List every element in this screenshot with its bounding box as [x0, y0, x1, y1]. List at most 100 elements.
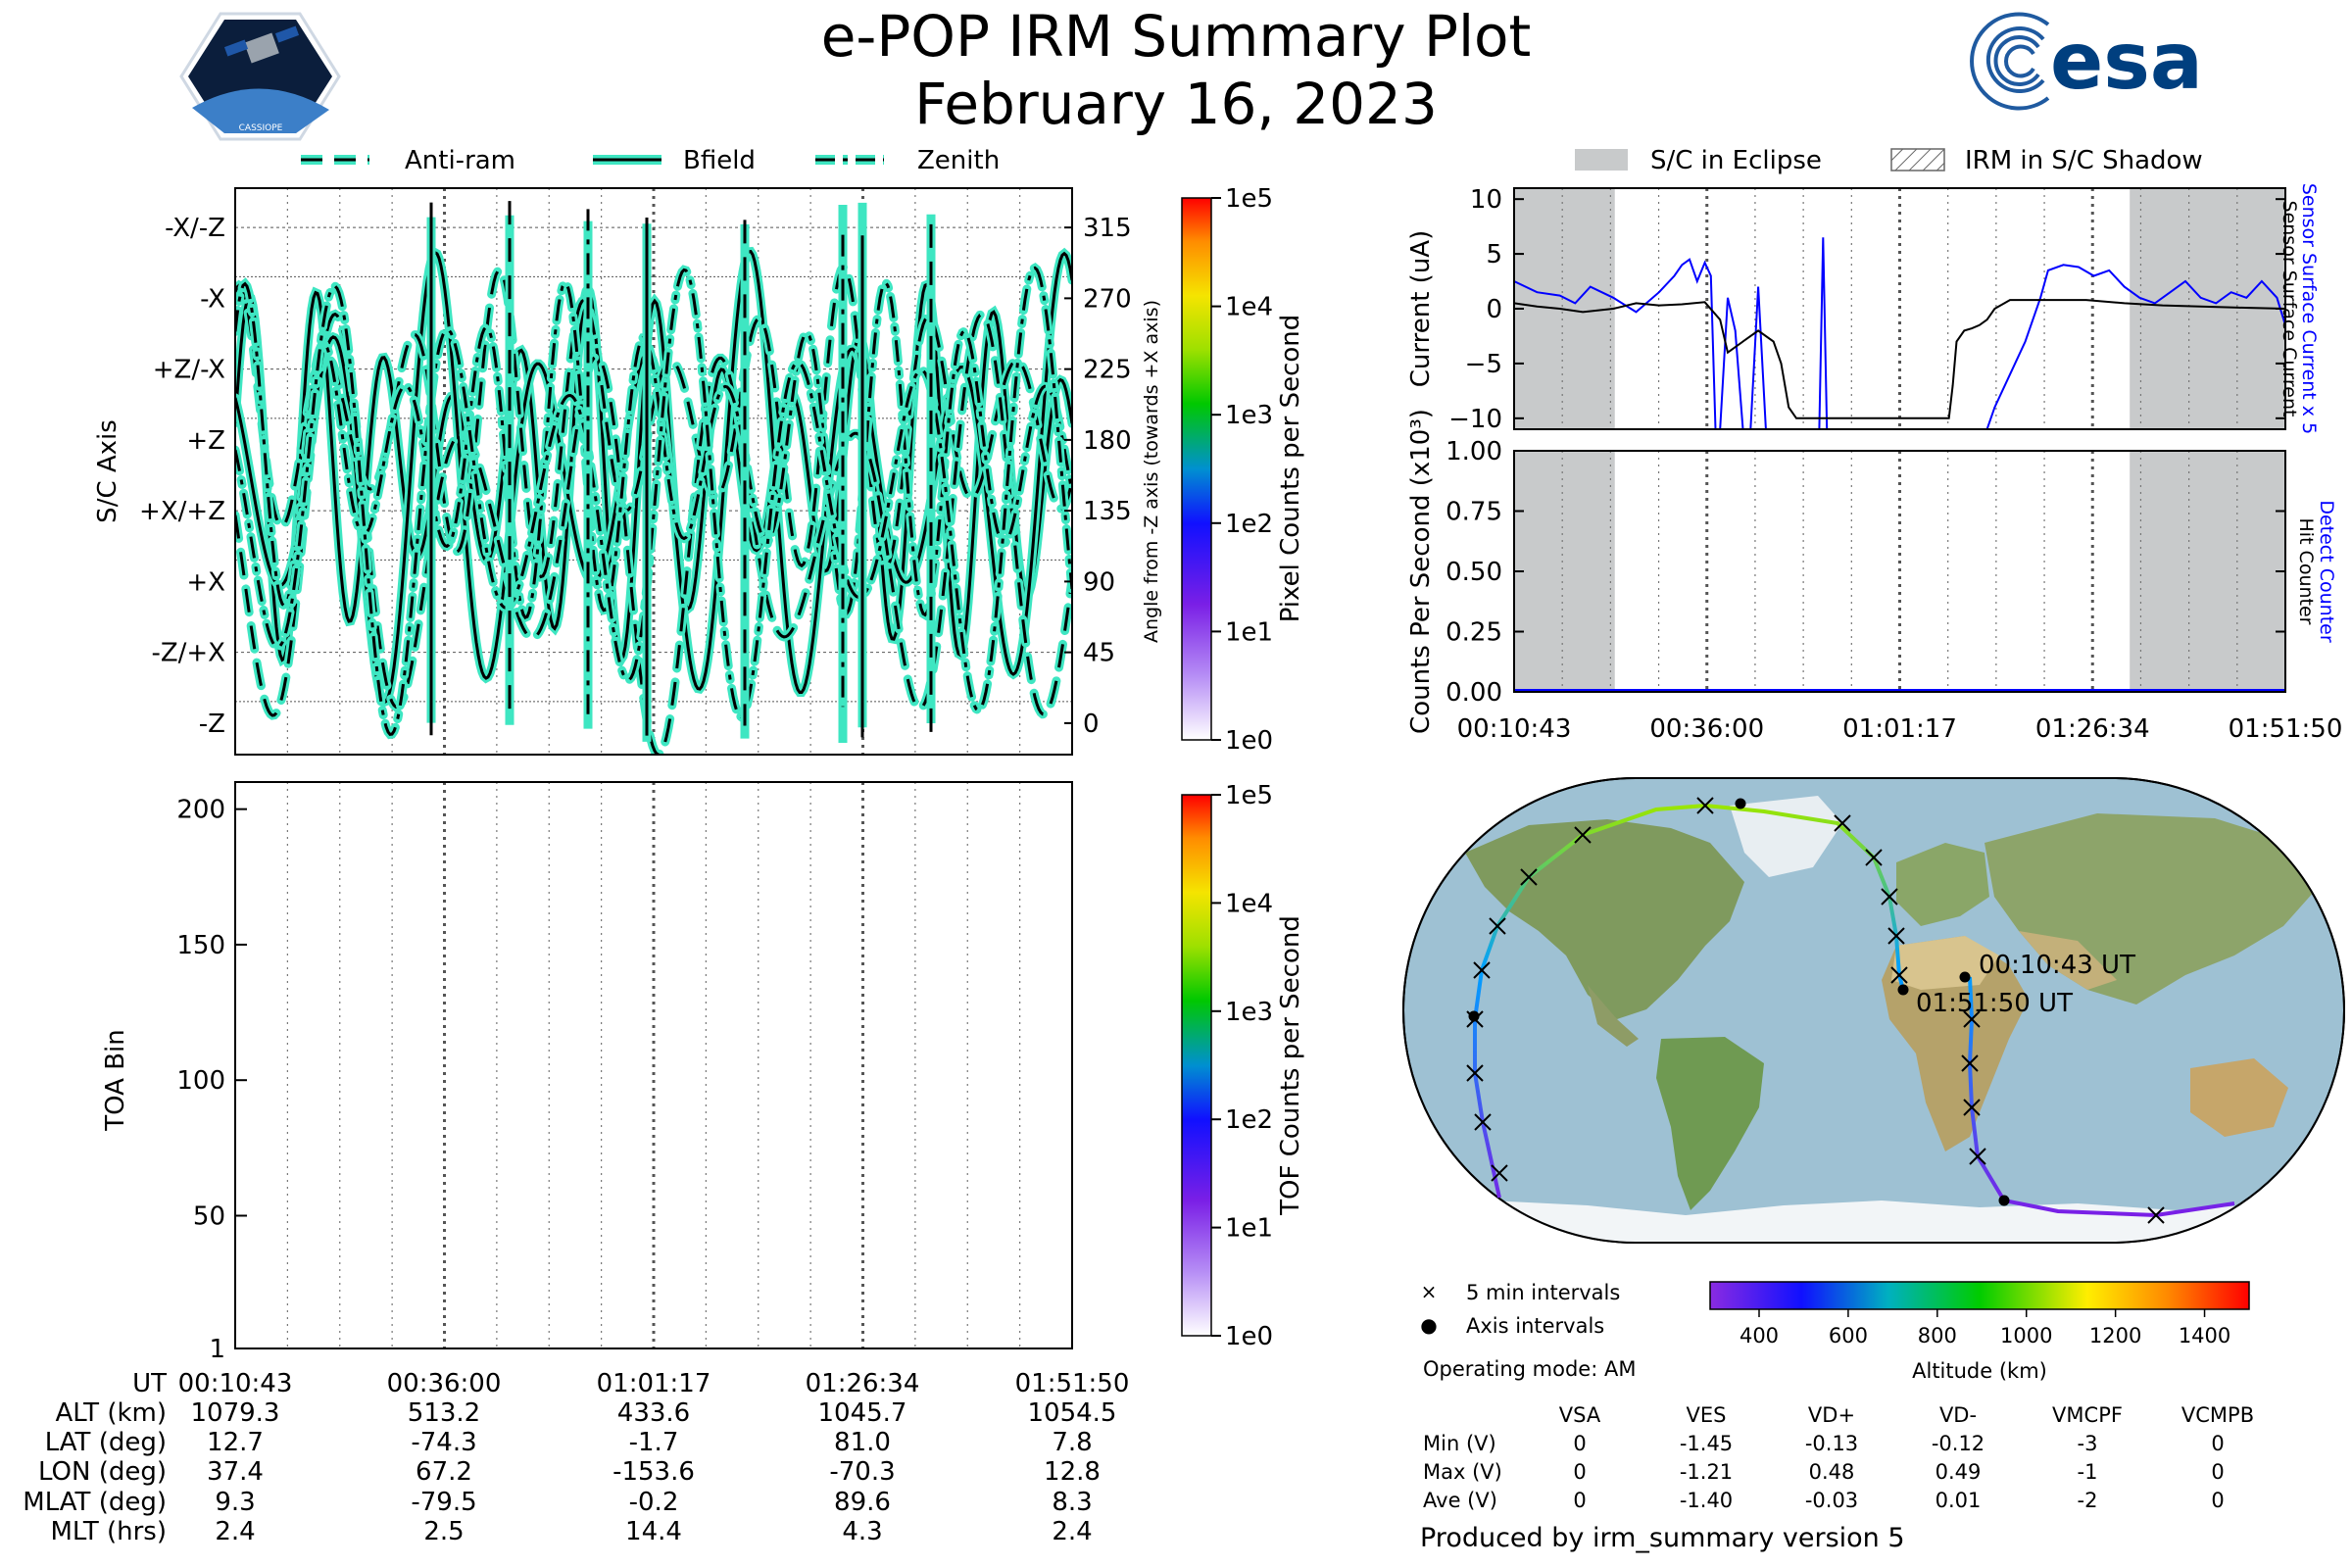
- sc-axis-angle-tick: 90: [1083, 567, 1115, 597]
- toa-ytick-labels: 200 150 100 50 1: [176, 796, 247, 1364]
- sc-axis-ytick-label: -X: [200, 284, 225, 314]
- toa-ytick-label: 1: [209, 1335, 225, 1364]
- five-min-marker: [1834, 814, 1851, 832]
- altitude-tick-label: 400: [1740, 1324, 1779, 1348]
- five-min-marker: [1574, 826, 1592, 844]
- time-cell: 513.2: [408, 1398, 480, 1428]
- voltage-cell: -2: [2078, 1489, 2098, 1512]
- voltage-cell: 0: [2211, 1460, 2224, 1484]
- five-min-marker: [1491, 1164, 1508, 1182]
- five-min-marker: [1473, 961, 1491, 979]
- sc-axis-ytick-label: -Z/+X: [151, 639, 225, 668]
- voltage-cell: 0: [1573, 1460, 1586, 1484]
- counts-ytick-labels: 1.00 0.75 0.50 0.25 0.00: [1446, 437, 2285, 708]
- time-cell: 2.4: [1052, 1517, 1092, 1546]
- colorbar-tick-label: 1e2: [1225, 1105, 1273, 1135]
- time-cell: 81.0: [834, 1428, 891, 1457]
- axis-interval-marker: [1468, 1010, 1480, 1022]
- voltage-cell: 0: [1573, 1432, 1586, 1455]
- tof-colorbar-ticks: 1e5 1e4 1e3 1e2 1e1 1e0: [1211, 781, 1273, 1351]
- legend-eclipse-label: S/C in Eclipse: [1650, 146, 1822, 175]
- toa-ytick-label: 100: [176, 1066, 225, 1096]
- five-min-marker: [1466, 1064, 1484, 1082]
- sc-axis-panel: Anti-ram Bfield Zenith -X/-Z -X +Z/-X +Z +X/…: [93, 146, 1305, 756]
- colorbar-tick-label: 1e0: [1225, 1322, 1273, 1351]
- colorbar-tick-label: 1e4: [1225, 293, 1273, 322]
- time-row-label: MLAT (deg): [23, 1488, 167, 1517]
- tof-colorbar-label: TOF Counts per Second: [1276, 915, 1305, 1216]
- time-cell: -74.3: [411, 1428, 476, 1457]
- legend-bfield-label: Bfield: [683, 146, 756, 175]
- axis-interval-marker: [1897, 984, 1909, 996]
- trace-zenith: [235, 280, 1072, 619]
- five-min-marker: [1887, 927, 1905, 945]
- current-eclipse-shading: [1514, 188, 2285, 429]
- altitude-tick-label: 1000: [2000, 1324, 2052, 1348]
- esa-logo: esa: [1970, 12, 2203, 111]
- five-min-marker: [1489, 917, 1506, 935]
- voltage-cell: -1.40: [1680, 1489, 1733, 1512]
- ytick-label: −10: [1448, 405, 1502, 434]
- time-cell: 2.4: [215, 1517, 255, 1546]
- colorbar-tick-label: 1e3: [1225, 998, 1273, 1027]
- header: CASSIOPE e-POP IRM Summary Plot February…: [179, 3, 2203, 141]
- legend-zenith: Zenith: [815, 146, 1000, 175]
- time-cell: 14.4: [625, 1517, 682, 1546]
- toa-ylabel: TOA Bin: [101, 1029, 130, 1131]
- voltage-cell: 0: [2211, 1489, 2224, 1512]
- altitude-colorbar: 400 600 800 1000 1200 1400 Altitude (km): [1709, 1281, 2250, 1383]
- orbit-map: 00:10:43 UT 01:51:50 UT: [1402, 777, 2345, 1244]
- time-cell: 12.8: [1044, 1457, 1101, 1487]
- axis-interval-marker: [1735, 798, 1746, 809]
- altitude-colorbar-label: Altitude (km): [1912, 1359, 2047, 1383]
- current-ytick-labels: 10 5 0 −5 −10: [1448, 185, 2285, 434]
- counts-xtick-label: 00:10:43: [1457, 714, 1572, 744]
- counts-right-label-black: Hit Counter: [2295, 518, 2317, 625]
- time-cell: 37.4: [207, 1457, 264, 1487]
- time-cell: 1045.7: [818, 1398, 907, 1428]
- eclipse-legend: S/C in Eclipse IRM in S/C Shadow: [1575, 146, 2203, 175]
- voltage-cell: 0.01: [1936, 1489, 1982, 1512]
- voltage-header: VCMPB: [2181, 1403, 2254, 1427]
- time-cell: 01:26:34: [806, 1369, 920, 1398]
- voltage-row-label: Ave (V): [1423, 1489, 1497, 1512]
- five-min-marker: [2147, 1206, 2165, 1224]
- map-start-label: 00:10:43 UT: [1979, 951, 2135, 980]
- five-min-icon: ×: [1421, 1280, 1438, 1303]
- counts-right-label-blue: Detect Counter: [2316, 500, 2337, 643]
- counts-xtick-label: 01:01:17: [1842, 714, 1957, 744]
- altitude-tick-label: 800: [1918, 1324, 1957, 1348]
- sc-axis-angle-tick: 45: [1083, 639, 1115, 668]
- five-min-marker: [1520, 868, 1538, 886]
- voltage-cell: 0: [2211, 1432, 2224, 1455]
- current-right-label-blue: Sensor Surface Current x 5: [2298, 183, 2320, 434]
- legend-shadow-label: IRM in S/C Shadow: [1965, 146, 2203, 175]
- voltage-cell: 0: [1573, 1489, 1586, 1512]
- altitude-colorbar-ticks: 400 600 800 1000 1200 1400: [1740, 1309, 2230, 1348]
- page-title: e-POP IRM Summary Plot: [821, 3, 1532, 70]
- map-land: [1403, 796, 2344, 1243]
- current-grid: [1561, 188, 2238, 429]
- sc-axis-ytick-labels: -X/-Z -X +Z/-X +Z +X/+Z +X -Z/+X -Z: [139, 214, 225, 739]
- map-end-label: 01:51:50 UT: [1916, 989, 2073, 1018]
- colorbar-tick-label: 1e4: [1225, 889, 1273, 918]
- cassiope-logo-text: CASSIOPE: [239, 123, 283, 133]
- five-min-marker: [1865, 849, 1883, 866]
- time-cell: 00:36:00: [387, 1369, 502, 1398]
- toa-ytick-label: 150: [176, 931, 225, 960]
- voltage-cell: -1.45: [1680, 1432, 1733, 1455]
- operating-mode: Operating mode: AM: [1423, 1357, 1636, 1381]
- voltage-table: VSA VES VD+ VD- VMCPF VCMPB Min (V) 0 -1.45 -0.13…: [1423, 1403, 2254, 1512]
- sc-axis-angle-tick: 270: [1083, 284, 1132, 314]
- time-row-label: LAT (deg): [45, 1428, 167, 1457]
- toa-grid: [286, 782, 1021, 1348]
- esa-swirl-icon: [1970, 12, 2050, 111]
- time-cell: 01:01:17: [597, 1369, 711, 1398]
- voltage-cell: -1.21: [1680, 1460, 1733, 1484]
- five-min-marker: [1696, 797, 1714, 814]
- time-cell: 4.3: [842, 1517, 882, 1546]
- voltage-cell: -0.13: [1805, 1432, 1858, 1455]
- pixel-colorbar: 1e5 1e4 1e3 1e2 1e1 1e0 Pixel Counts per Seco…: [1181, 184, 1305, 756]
- ytick-label: 0: [1486, 295, 1502, 324]
- current-series: [1514, 237, 2285, 429]
